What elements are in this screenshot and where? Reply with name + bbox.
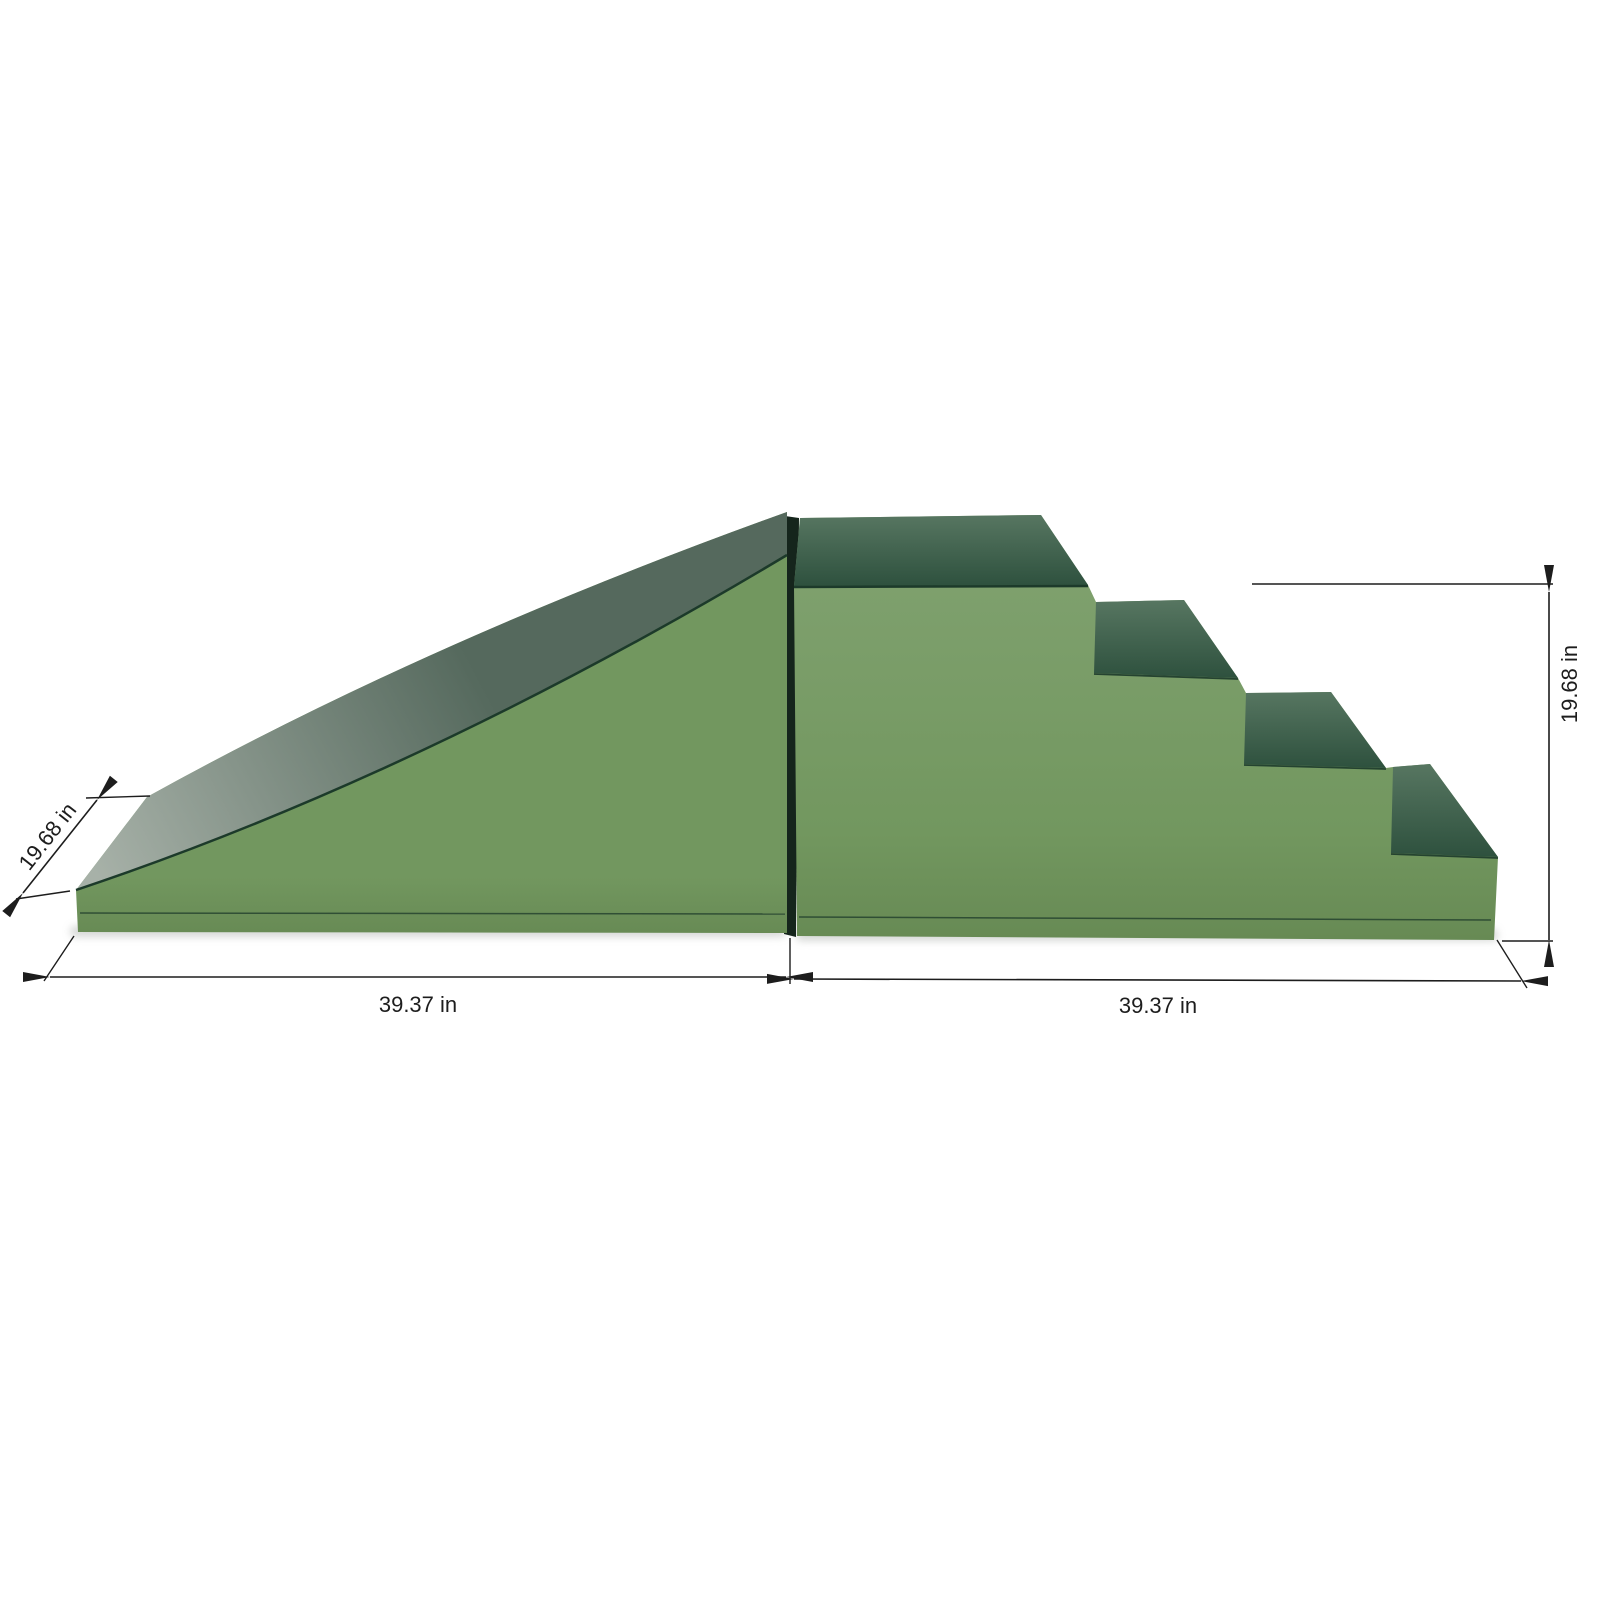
slide-length-label: 39.37 in — [379, 992, 457, 1017]
dimension-annotations: 19.68 in 39.37 in 39.37 in 19.68 in — [2, 565, 1582, 1018]
stairs-tread-4 — [1391, 764, 1498, 857]
stairs-base-seam — [798, 916, 1492, 921]
slide-height-dim-line — [2, 775, 118, 918]
stairs-tread-2 — [1094, 600, 1238, 678]
stairs-platform-edge-piping — [793, 584, 1089, 589]
slide-piece — [75, 512, 788, 933]
stairs-tread-3 — [1244, 692, 1386, 768]
stairs-front-face — [794, 515, 1498, 940]
slide-length-extension-left — [43, 935, 75, 982]
slide-ramp-surface — [76, 512, 787, 890]
stairs-length-label: 39.37 in — [1119, 993, 1197, 1018]
stairs-piece — [793, 515, 1499, 940]
slide-height-extension-top — [85, 795, 151, 799]
stairs-tread-edge-piping — [1093, 673, 1499, 859]
slide-edge-piping — [75, 553, 788, 892]
stairs-length-dim-line — [766, 973, 1549, 987]
stairs-height-label: 19.68 in — [1557, 645, 1582, 723]
stairs-top-platform — [794, 515, 1088, 586]
slide-base-seam — [79, 912, 786, 915]
